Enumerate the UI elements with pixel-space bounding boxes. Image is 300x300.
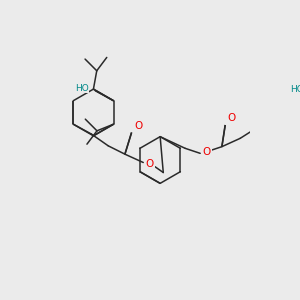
Text: HO: HO <box>290 85 300 94</box>
Text: O: O <box>134 121 142 131</box>
Text: O: O <box>146 159 154 169</box>
Text: HO: HO <box>75 84 88 93</box>
Text: O: O <box>228 113 236 123</box>
Text: O: O <box>203 147 211 157</box>
